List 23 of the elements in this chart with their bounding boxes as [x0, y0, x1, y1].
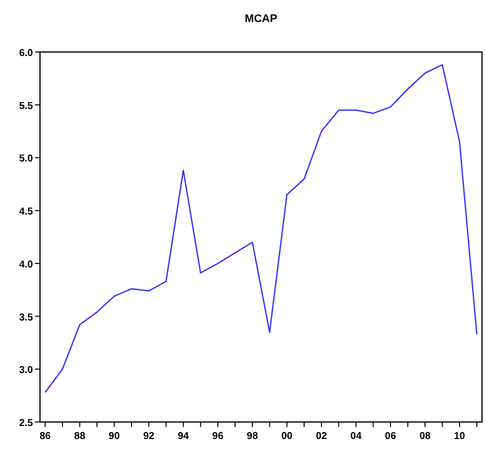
x-tick-label: 98	[246, 431, 258, 442]
y-tick-label: 3.0	[19, 365, 34, 376]
x-tick-label: 00	[281, 431, 293, 442]
x-tick-label: 86	[40, 431, 52, 442]
x-tick-label: 08	[419, 431, 432, 442]
y-tick-label: 2.5	[19, 418, 34, 429]
y-tick-label: 5.0	[19, 154, 34, 165]
line-series	[44, 64, 478, 394]
x-tick-label: 92	[143, 431, 155, 442]
y-tick-label: 4.5	[19, 206, 34, 218]
x-tick-label: 06	[384, 431, 396, 442]
x-tick-label: 90	[108, 431, 120, 442]
x-tick-label: 02	[316, 431, 328, 442]
x-tick-label: 94	[178, 431, 190, 442]
x-tick-label: 88	[74, 431, 86, 442]
y-tick-label: 3.5	[19, 312, 34, 324]
y-tick-label: 6.0	[19, 48, 34, 59]
x-tick-label: 04	[350, 431, 362, 442]
chart-title: MCAP	[244, 13, 278, 25]
x-tick-label: 96	[212, 431, 224, 442]
y-tick-label: 4.0	[19, 259, 34, 270]
x-tick-label: 10	[454, 431, 466, 442]
y-tick-label: 5.5	[19, 100, 34, 112]
